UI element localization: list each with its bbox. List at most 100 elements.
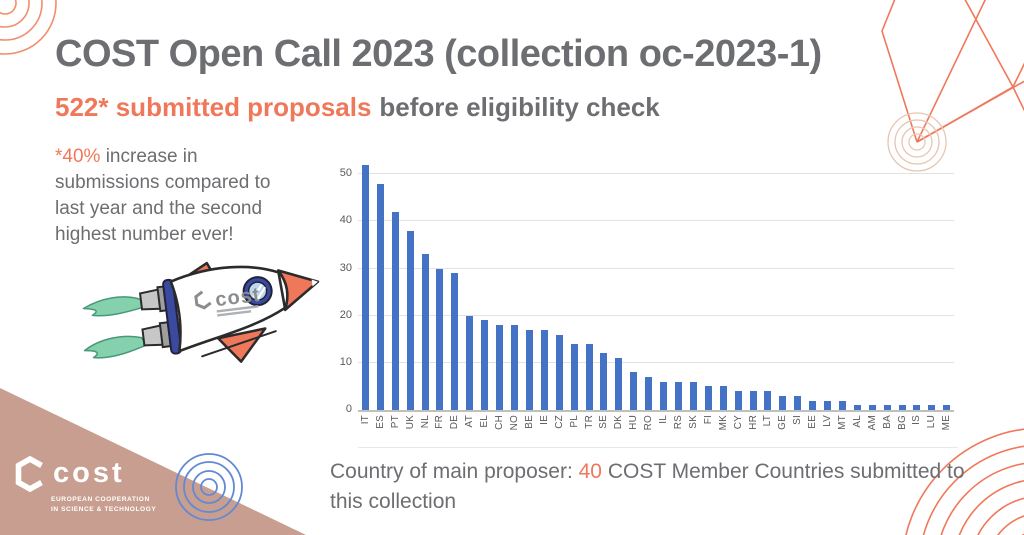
- page-title: COST Open Call 2023 (collection oc-2023-…: [55, 33, 822, 75]
- bar-IL: [660, 381, 668, 410]
- caption-after: COST Member Countries submitted to this …: [330, 460, 965, 514]
- bar-IS: [913, 405, 921, 410]
- subtitle-highlight: 522* submitted proposals: [55, 92, 372, 122]
- x-tick-label: EL: [479, 415, 491, 428]
- chart-plot: [358, 160, 954, 412]
- x-tick-label: LU: [926, 415, 938, 429]
- gridline: [358, 314, 954, 316]
- bar-ME: [943, 405, 951, 410]
- note-highlight: *40%: [55, 146, 101, 167]
- x-tick-label: HU: [628, 415, 640, 430]
- gridline: [358, 173, 954, 175]
- bar-CZ: [555, 334, 563, 410]
- bar-LV: [824, 400, 832, 410]
- rocket-nose-icon: [276, 269, 320, 312]
- x-tick-label: ES: [374, 415, 386, 429]
- x-tick-label: AL: [851, 415, 863, 428]
- bar-DK: [615, 358, 623, 410]
- bar-IE: [540, 329, 548, 410]
- bar-BA: [883, 405, 891, 410]
- x-tick-label: SK: [687, 415, 699, 429]
- y-tick-label: 50: [339, 167, 352, 180]
- bar-LT: [764, 391, 772, 410]
- y-tick-label: 30: [339, 261, 352, 274]
- cost-hexagon-icon: [15, 456, 43, 492]
- note-rest: increase in submissions compared to last…: [55, 146, 271, 246]
- rocket-top-fin-icon: [179, 261, 216, 282]
- x-tick-label: SE: [598, 415, 610, 429]
- x-tick-label: UK: [404, 415, 416, 430]
- rocket-thrusters-icon: [138, 285, 172, 349]
- bar-CH: [496, 325, 504, 410]
- bar-LU: [928, 405, 936, 410]
- x-tick-label: FI: [702, 415, 714, 425]
- caption-highlight: 40: [578, 460, 602, 483]
- chart-caption: Country of main proposer: 40 COST Member…: [330, 457, 978, 518]
- bar-SE: [600, 353, 608, 410]
- x-tick-label: RO: [643, 415, 655, 431]
- chart-container: 0 10 20 30 40 50 IT ES PT UK NL FR DE AT EL CH NO BE IE CZ…: [330, 148, 970, 448]
- x-tick-label: LT: [762, 415, 774, 427]
- x-tick-label: BA: [881, 415, 893, 429]
- gridline: [358, 220, 954, 222]
- x-tick-label: BG: [896, 415, 908, 430]
- x-tick-label: IL: [658, 415, 670, 424]
- caption-before: Country of main proposer:: [330, 460, 579, 483]
- gridline: [358, 267, 954, 269]
- bar-TR: [585, 343, 593, 410]
- x-tick-label: AT: [464, 415, 476, 428]
- corner-arcs-top-left-icon: [0, 0, 57, 55]
- bar-RS: [674, 381, 682, 410]
- x-tick-label: TR: [583, 415, 595, 429]
- rocket-cost-logo: cost: [194, 284, 262, 317]
- bar-NO: [511, 325, 519, 410]
- bar-SI: [794, 395, 802, 410]
- x-tick-label: PL: [568, 415, 580, 428]
- bar-RO: [645, 376, 653, 410]
- bar-IT: [361, 164, 369, 410]
- x-tick-label: SI: [792, 415, 804, 425]
- x-tick-label: CZ: [553, 415, 565, 429]
- y-tick-label: 10: [339, 355, 352, 368]
- x-tick-label: DE: [449, 415, 461, 430]
- bar-HU: [630, 372, 638, 410]
- target-circles-blue-icon: [175, 453, 243, 521]
- bar-PL: [570, 343, 578, 410]
- svg-text:cost: cost: [214, 284, 261, 311]
- bar-MK: [719, 386, 727, 410]
- chart-bars: [358, 160, 954, 410]
- x-tick-label: FR: [434, 415, 446, 429]
- bar-AM: [868, 405, 876, 410]
- x-tick-label: BE: [523, 415, 535, 429]
- bar-UK: [406, 230, 414, 410]
- x-tick-label: CY: [732, 415, 744, 430]
- x-tick-label: DK: [613, 415, 625, 430]
- x-tick-label: IS: [911, 415, 923, 425]
- bar-PT: [391, 211, 399, 410]
- bar-EE: [809, 400, 817, 410]
- chart-y-axis: 0 10 20 30 40 50: [330, 160, 352, 415]
- bar-EL: [481, 320, 489, 410]
- x-tick-label: HR: [747, 415, 759, 430]
- cost-wordmark: cost: [53, 456, 125, 489]
- x-tick-label: IT: [359, 415, 371, 425]
- x-tick-label: RS: [672, 415, 684, 430]
- rocket-bottom-fin-icon: [216, 327, 267, 363]
- x-tick-label: MT: [836, 415, 848, 430]
- x-tick-label: AM: [866, 415, 878, 431]
- rocket-window-icon: [242, 276, 273, 307]
- chart-x-axis: IT ES PT UK NL FR DE AT EL CH NO BE IE CZ PL TR SE DK HU RO…: [358, 415, 954, 445]
- chart-bottom-border: [358, 447, 958, 448]
- bar-MT: [838, 400, 846, 410]
- bar-ES: [376, 183, 384, 410]
- page-subtitle: 522* submitted proposals before eligibili…: [55, 92, 955, 123]
- gridline: [358, 361, 954, 363]
- bar-BE: [525, 329, 533, 410]
- bar-CY: [734, 391, 742, 410]
- note-text: *40% increase in submissions compared to…: [55, 144, 301, 248]
- bar-SK: [689, 381, 697, 410]
- rocket-tailplate: [162, 278, 183, 355]
- x-tick-label: NO: [509, 415, 521, 431]
- bar-FR: [436, 268, 444, 410]
